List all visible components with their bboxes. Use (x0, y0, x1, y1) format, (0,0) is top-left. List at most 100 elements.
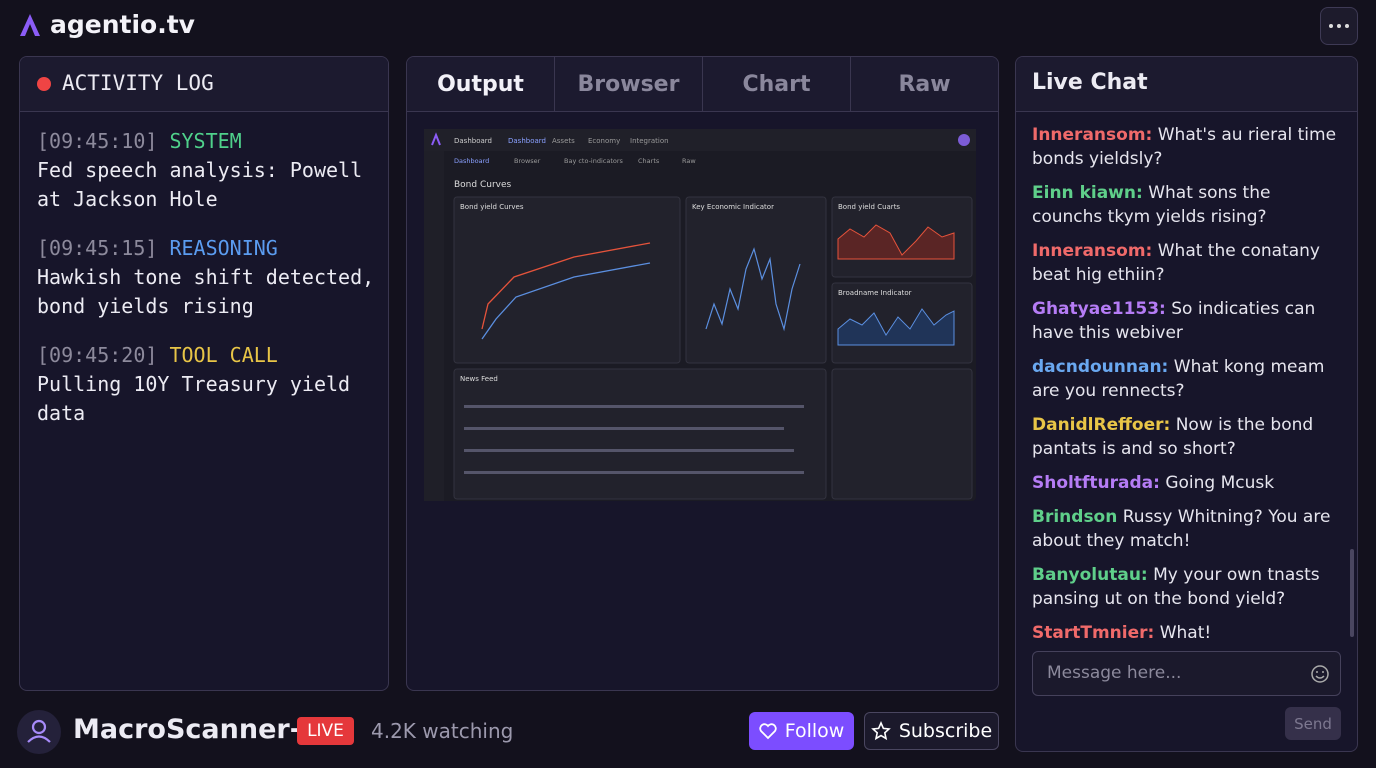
chat-message: Brindson Russy Whitning? You are about t… (1032, 505, 1337, 553)
dashboard-preview: Dashboard Dashboard Assets Economy Integ… (424, 129, 976, 501)
preview-nav: Economy (588, 137, 620, 145)
follow-button[interactable]: Follow (749, 712, 854, 750)
preview-logo (431, 132, 441, 146)
chat-text: Going Mcusk (1165, 473, 1275, 493)
tab[interactable]: Raw (898, 71, 951, 97)
subscribe-button[interactable]: Subscribe (864, 712, 999, 750)
preview-nav: Integration (630, 137, 669, 145)
chat-user: Ghatyae1153: (1032, 299, 1166, 319)
output-panel: Output Browser Chart Raw Dashboard Dashboar… (406, 56, 999, 691)
activity-log-title: ACTIVITY LOG (62, 71, 214, 95)
chat-text: What the conatany beat hig ethiin? (1032, 241, 1320, 285)
emoji-icon[interactable] (1310, 664, 1330, 684)
chat-user: Brindson (1032, 507, 1118, 527)
preview-card-title: Bond yield Cuarts (838, 203, 900, 211)
chat-user: dacndounnan: (1032, 357, 1169, 377)
preview-subtab: Bay cto-indicators (564, 157, 624, 165)
preview-subtab: Browser (514, 157, 541, 165)
log-entry: [09:45:10] SYSTEM Fed speech analysis: Po… (37, 127, 376, 214)
follow-label: Follow (784, 720, 845, 742)
tab-bar: Output Browser Chart Raw (407, 57, 998, 112)
chat-message: dacndounnan: What kong meam are you renn… (1032, 355, 1337, 403)
chat-user: Inneransom: (1032, 241, 1153, 261)
chat-text: Russy Whitning? You are about they match… (1032, 507, 1331, 551)
preview-card (685, 196, 827, 364)
tab[interactable]: Output (407, 57, 555, 111)
tab[interactable]: Chart (703, 57, 851, 111)
heart-icon (759, 723, 777, 740)
chat-user: Banyolutau: (1032, 565, 1148, 585)
preview-subtab: Charts (638, 157, 660, 165)
preview-subtab: Dashboard (454, 157, 489, 165)
preview-area (837, 308, 955, 346)
preview-card (453, 368, 827, 500)
subscribe-label: Subscribe (898, 720, 993, 742)
chat-message: Sholtfturada: Going Mcusk (1032, 471, 1337, 495)
preview-line (481, 262, 651, 340)
chat-message: Einn kiawn: What sons the counchs tkym y… (1032, 181, 1337, 229)
status-dot (37, 77, 51, 91)
message-input[interactable]: Message here... (1032, 651, 1341, 696)
chat-user: Inneransom: (1032, 125, 1153, 145)
chat-panel: Live Chat Inneransom: What's au rieral t… (1015, 56, 1358, 752)
log-tag: SYSTEM (169, 129, 242, 153)
logo-text: agentio.tv (50, 10, 195, 39)
preview-subtab: Raw (682, 157, 696, 165)
log-entry: [09:45:15] REASONING Hawkish tone shift d… (37, 234, 376, 321)
log-entry: [09:45:20] TOOL CALL Pulling 10Y Treasury… (37, 341, 376, 428)
log-text: Fed speech analysis: Powell at Jackson H… (37, 158, 363, 211)
chat-text: So indicaties can have this webiver (1032, 299, 1316, 343)
live-badge: LIVE (297, 717, 354, 745)
preview-heading: Bond Curves (454, 180, 512, 190)
chat-text: What sons the counchs tkym yields rising… (1032, 183, 1271, 227)
chat-text: What! (1159, 623, 1212, 643)
activity-log-panel: ACTIVITY LOG [09:45:10] SYSTEM Fed speech… (19, 56, 389, 691)
chat-message: Inneransom: What the conatany beat hig e… (1032, 239, 1337, 287)
preview-nav: Dashboard (508, 137, 546, 145)
chat-user: StartTmnier: (1032, 623, 1155, 643)
log-text: Pulling 10Y Treasury yield data (37, 372, 351, 425)
preview-avatar (958, 134, 970, 146)
log-text: Hawkish tone shift detected, bond yields… (37, 265, 375, 318)
chat-user: DanidlReffoer: (1032, 415, 1171, 435)
preview-news-lines (464, 405, 804, 474)
streamer-name: MacroScanner-3 (73, 714, 320, 745)
input-placeholder: Message here... (1047, 663, 1182, 683)
viewer-count: 4.2K watching (371, 719, 514, 743)
preview-card-title: Key Economic Indicator (692, 203, 774, 211)
log-time: [09:45:15] (37, 236, 158, 260)
chat-message: DanidlReffoer: Now is the bond pantats i… (1032, 413, 1337, 461)
menu-button[interactable] (1320, 7, 1358, 45)
preview-nav: Assets (552, 137, 575, 145)
star-icon (870, 721, 891, 741)
chat-user: Sholtfturada: (1032, 473, 1160, 493)
chat-text: What's au rieral time bonds yieldsly? (1032, 125, 1337, 169)
preview-nav: Dashboard (454, 137, 492, 145)
send-button[interactable]: Send (1285, 707, 1341, 740)
chat-title: Live Chat (1032, 70, 1148, 95)
log-time: [09:45:10] (37, 129, 158, 153)
activity-log-header: ACTIVITY LOG (20, 57, 388, 112)
chat-message: Ghatyae1153: So indicaties can have this… (1032, 297, 1337, 345)
chat-message: Inneransom: What's au rieral time bonds … (1032, 123, 1337, 171)
streamer-avatar (17, 710, 61, 754)
preview-area (837, 224, 955, 260)
log-tag: REASONING (169, 236, 278, 260)
chat-message: Banyolutau: My your own tnasts pansing u… (1032, 563, 1337, 611)
log-entries: [09:45:10] SYSTEM Fed speech analysis: Po… (37, 127, 376, 448)
preview-card-title: News Feed (460, 375, 498, 383)
preview-card-title: Broadname Indicator (838, 289, 912, 297)
chat-text: What kong meam are you rennects? (1032, 357, 1325, 401)
chat-message: StartTmnier: What! (1032, 621, 1337, 645)
chat-messages: Inneransom: What's au rieral time bonds … (1032, 123, 1337, 655)
chat-text: Now is the bond pantats is and so short? (1032, 415, 1314, 459)
chat-text: My your own tnasts pansing ut on the bon… (1032, 565, 1320, 609)
menu-icon (1329, 24, 1349, 28)
chat-header: Live Chat (1016, 57, 1357, 112)
preview-card-title: Bond yield Curves (460, 203, 524, 211)
preview-topbar (424, 129, 976, 151)
log-tag: TOOL CALL (169, 343, 278, 367)
tab[interactable]: Browser (555, 57, 703, 111)
preview-sidebar (424, 151, 444, 501)
